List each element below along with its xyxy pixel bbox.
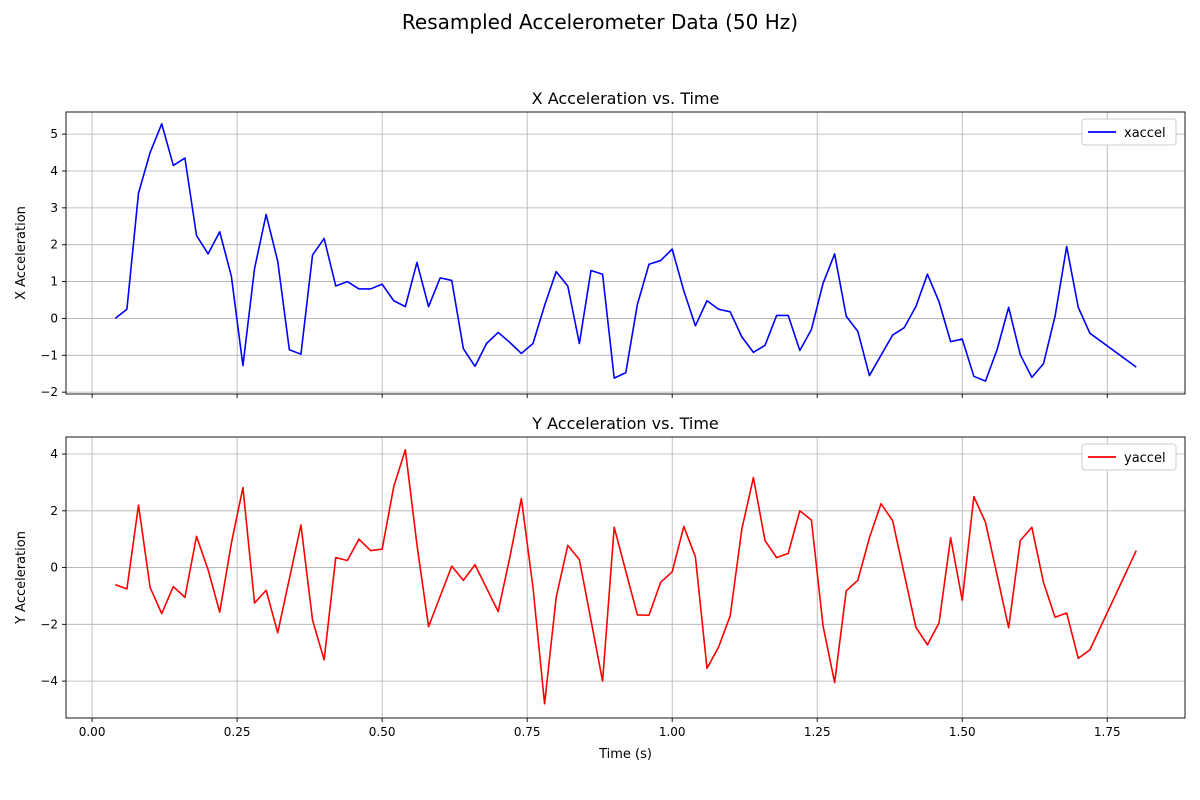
panel-2-ytick-label-4: 4	[50, 447, 58, 461]
panel-2-xtick-label-1: 0.25	[224, 725, 251, 739]
panel-2-ytick-label-1: −2	[40, 617, 58, 631]
panel-1-legend-box	[1081, 118, 1177, 146]
panel-2-plot-frame	[65, 436, 1186, 719]
panel-2-xtick-label-6: 1.50	[949, 725, 976, 739]
panel-2-title: Y Acceleration vs. Time	[531, 414, 719, 433]
panel-2-legend-label: yaccel	[1124, 451, 1166, 466]
panel-2-ytick-label-2: 0	[50, 561, 58, 575]
figure-title: Resampled Accelerometer Data (50 Hz)	[401, 10, 799, 34]
panel-2-xtick-label-0: 0.00	[79, 725, 106, 739]
panel-2-xtick-label-7: 1.75	[1094, 725, 1121, 739]
panel-2-chart: 0.00 0.25 0.50 0.75 1.00 1.25 1.50 1.75 −4 −2 0 2 4 Y…	[14, 414, 1186, 762]
panel-1-chart: −2 −1 0 1 2 3 4 5 X Acceleration vs. Time X Accel…	[14, 89, 1186, 399]
panel-1-ytick-label-5: 3	[50, 201, 58, 215]
panel-1-title: X Acceleration vs. Time	[532, 89, 720, 108]
panel-2-series-line-yaccel	[115, 448, 1137, 705]
panel-2-xtick-label-4: 1.00	[659, 725, 686, 739]
panel-2-legend-box	[1081, 443, 1177, 471]
panel-1-ytick-label-6: 4	[50, 164, 58, 178]
panel-2-ytick-label-0: −4	[40, 674, 58, 688]
panel-1-ytick-label-2: 0	[50, 311, 58, 325]
panel-2-xtick-label-5: 1.25	[804, 725, 831, 739]
panel-2-ylabel: Y Acceleration	[14, 531, 29, 625]
panel-2-xtick-label-3: 0.75	[514, 725, 541, 739]
panel-2-xlabel: Time (s)	[598, 747, 652, 762]
panel-2-xtick-label-2: 0.50	[369, 725, 396, 739]
panel-1-plot-frame	[65, 111, 1186, 395]
panel-1-legend: xaccel	[1081, 118, 1177, 146]
panel-2-legend: yaccel	[1081, 443, 1177, 471]
panel-1-ytick-label-7: 5	[50, 127, 58, 141]
panel-1-ytick-label-4: 2	[50, 238, 58, 252]
panel-1-ytick-label-3: 1	[50, 275, 58, 289]
panel-1-series-line-xaccel	[114, 123, 1137, 382]
panel-1-ytick-label-0: −2	[40, 385, 58, 399]
panel-1-ylabel: X Acceleration	[14, 206, 29, 300]
panel-2-ytick-label-3: 2	[50, 504, 58, 518]
panel-1-ytick-label-1: −1	[40, 348, 58, 362]
panel-1-legend-label: xaccel	[1124, 126, 1166, 141]
